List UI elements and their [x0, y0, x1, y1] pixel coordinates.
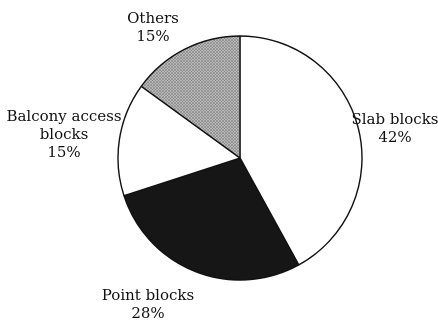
slice-label-2: Balcony access blocks 15% — [6, 107, 121, 161]
slice-label-0: Slab blocks 42% — [351, 110, 438, 146]
slice-label-line: Point blocks — [102, 286, 194, 304]
slice-label-line: 15% — [136, 27, 169, 45]
slice-label-line: Balcony access — [6, 107, 121, 125]
slice-label-line: Slab blocks — [351, 110, 438, 128]
slice-label-3: Others 15% — [127, 9, 179, 45]
slice-label-line: 15% — [47, 143, 80, 161]
pie-slice-0 — [239, 35, 363, 266]
pie-slices — [117, 35, 363, 281]
slice-label-line: 42% — [378, 128, 411, 146]
pie-slice-1 — [123, 157, 300, 281]
slice-label-line: Others — [127, 9, 179, 27]
slice-label-line: blocks — [40, 125, 89, 143]
pie-slice-3 — [140, 35, 241, 159]
slice-label-line: 28% — [131, 304, 164, 322]
pie-labels: Slab blocks 42% Point blocks 28% Balcony acc… — [6, 9, 438, 322]
pie-slice-2 — [117, 85, 241, 197]
slice-label-1: Point blocks 28% — [102, 286, 194, 322]
